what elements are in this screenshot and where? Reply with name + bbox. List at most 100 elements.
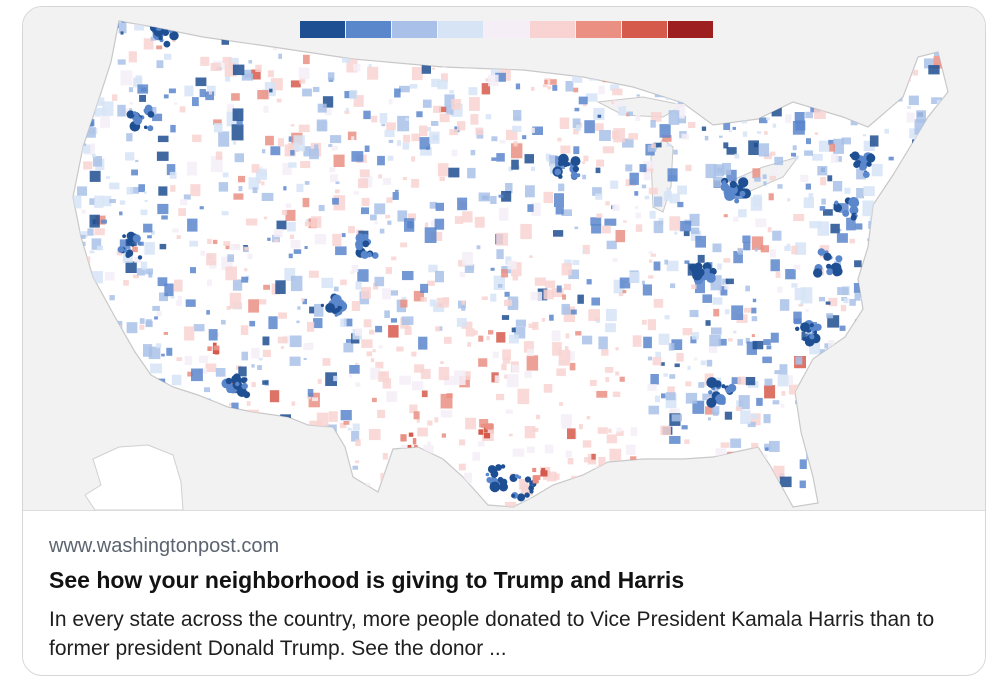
neighborhood-cell — [863, 186, 875, 196]
neighborhood-cell — [351, 265, 359, 272]
city-cluster-mark — [117, 246, 125, 253]
neighborhood-cell — [84, 462, 93, 474]
neighborhood-cell — [795, 400, 802, 405]
neighborhood-cell — [139, 324, 145, 330]
neighborhood-cell — [176, 300, 182, 306]
neighborhood-cell — [515, 319, 526, 327]
neighborhood-cell — [800, 174, 809, 183]
neighborhood-cell — [667, 168, 678, 182]
neighborhood-cell — [789, 46, 800, 57]
neighborhood-cell — [365, 482, 371, 487]
neighborhood-cell — [757, 131, 762, 134]
neighborhood-cell — [496, 249, 504, 260]
city-cluster-mark — [809, 323, 814, 328]
preview-image-map[interactable] — [23, 7, 985, 511]
neighborhood-cell — [756, 397, 763, 406]
neighborhood-cell — [438, 367, 450, 381]
neighborhood-cell — [737, 64, 741, 67]
neighborhood-cell — [842, 37, 855, 50]
neighborhood-cell — [251, 457, 261, 468]
neighborhood-cell — [839, 450, 850, 462]
neighborhood-cell — [85, 386, 89, 390]
neighborhood-cell — [251, 382, 256, 388]
neighborhood-cell — [332, 197, 339, 205]
neighborhood-cell — [100, 333, 107, 340]
neighborhood-cell — [301, 425, 312, 433]
neighborhood-cell — [671, 339, 683, 350]
neighborhood-cell — [689, 309, 699, 317]
neighborhood-cell — [235, 468, 239, 471]
neighborhood-cell — [951, 46, 955, 48]
neighborhood-cell — [733, 216, 739, 222]
neighborhood-cell — [346, 339, 352, 343]
neighborhood-cell — [590, 458, 596, 463]
legend-swatch-8 — [622, 21, 667, 38]
neighborhood-cell — [382, 378, 392, 389]
neighborhood-cell — [262, 149, 266, 154]
neighborhood-cell — [943, 56, 948, 63]
neighborhood-cell — [562, 294, 566, 300]
neighborhood-cell — [698, 382, 705, 388]
neighborhood-cell — [441, 433, 446, 438]
city-cluster-mark — [721, 384, 726, 389]
neighborhood-cell — [557, 137, 562, 142]
neighborhood-cell — [769, 440, 780, 452]
neighborhood-cell — [863, 459, 868, 463]
city-cluster-mark — [850, 151, 860, 161]
neighborhood-cell — [73, 52, 76, 59]
neighborhood-cell — [128, 87, 133, 93]
neighborhood-cell — [485, 114, 492, 120]
neighborhood-cell — [470, 114, 479, 125]
neighborhood-cell — [879, 265, 884, 270]
neighborhood-cell — [869, 135, 879, 147]
neighborhood-cell — [561, 303, 570, 315]
city-cluster-mark — [515, 474, 519, 479]
neighborhood-cell — [908, 211, 916, 216]
neighborhood-cell — [150, 363, 162, 374]
neighborhood-cell — [793, 264, 801, 270]
neighborhood-cell — [951, 184, 961, 191]
neighborhood-cell — [313, 472, 323, 485]
neighborhood-cell — [787, 198, 791, 202]
neighborhood-cell — [89, 214, 100, 228]
neighborhood-cell — [221, 38, 229, 45]
neighborhood-cell — [451, 99, 462, 110]
neighborhood-cell — [953, 356, 961, 365]
neighborhood-cell — [660, 425, 671, 436]
neighborhood-cell — [448, 167, 460, 178]
neighborhood-cell — [813, 29, 821, 37]
neighborhood-cell — [527, 204, 534, 212]
neighborhood-cell — [636, 94, 640, 97]
neighborhood-cell — [931, 97, 942, 104]
neighborhood-cell — [248, 60, 253, 64]
neighborhood-cell — [726, 169, 737, 182]
neighborhood-cell — [97, 332, 106, 343]
neighborhood-cell — [164, 283, 174, 297]
neighborhood-cell — [402, 271, 414, 281]
neighborhood-cell — [199, 206, 204, 210]
link-preview-card[interactable]: www.washingtonpost.com See how your neig… — [22, 6, 986, 676]
neighborhood-cell — [368, 429, 381, 441]
neighborhood-cell — [168, 88, 176, 94]
neighborhood-cell — [572, 259, 580, 265]
neighborhood-cell — [381, 502, 387, 507]
neighborhood-cell — [473, 330, 478, 336]
neighborhood-cell — [231, 93, 240, 101]
neighborhood-cell — [461, 321, 473, 329]
neighborhood-cell — [920, 419, 928, 428]
neighborhood-cell — [606, 240, 617, 250]
neighborhood-cell — [303, 357, 307, 360]
city-cluster-mark — [355, 242, 364, 251]
neighborhood-cell — [824, 433, 828, 437]
link-preview-text[interactable]: www.washingtonpost.com See how your neig… — [23, 511, 985, 671]
neighborhood-cell — [130, 359, 139, 371]
neighborhood-cell — [242, 417, 253, 424]
city-cluster-mark — [852, 207, 858, 212]
neighborhood-cell — [786, 57, 790, 61]
neighborhood-cell — [874, 93, 883, 101]
neighborhood-cell — [354, 328, 363, 336]
article-headline[interactable]: See how your neighborhood is giving to T… — [49, 567, 685, 593]
neighborhood-cell — [73, 195, 82, 209]
neighborhood-cell — [225, 266, 237, 281]
neighborhood-cell — [655, 71, 665, 79]
